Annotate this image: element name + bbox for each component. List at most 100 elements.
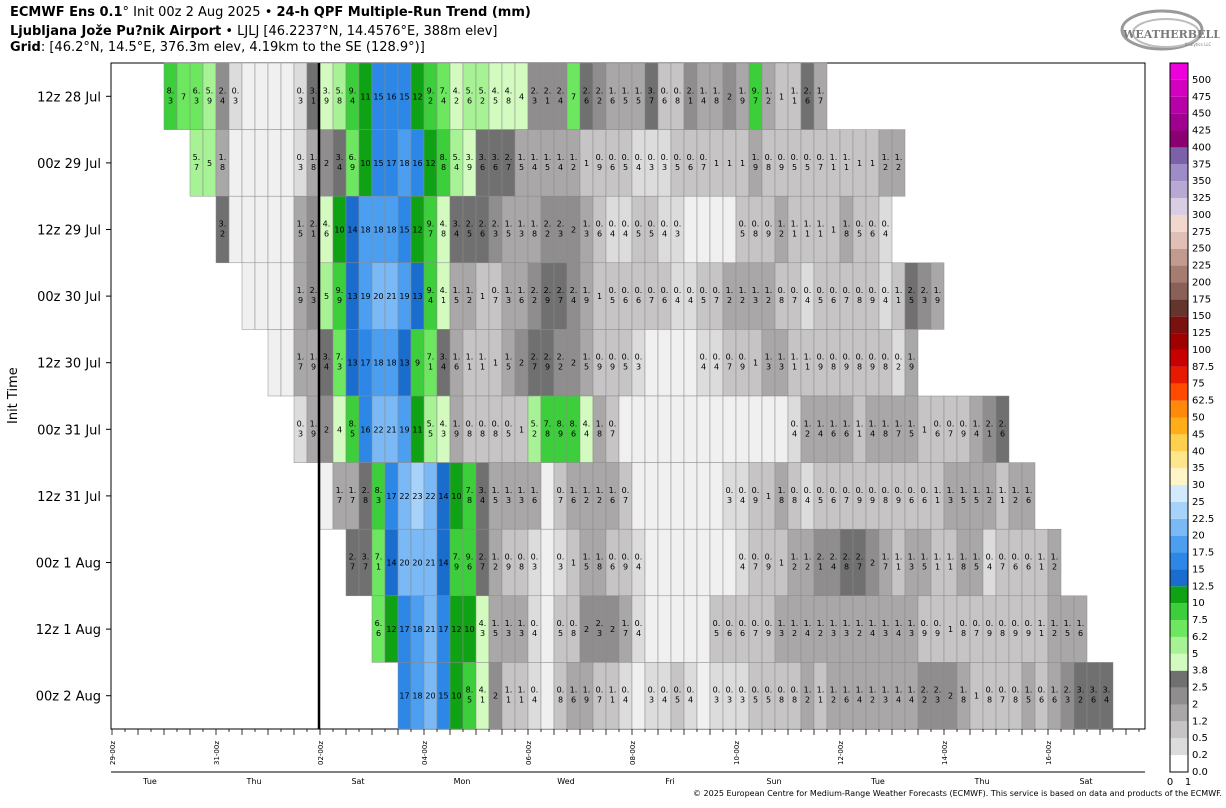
cell-value-dec: 5 bbox=[493, 629, 498, 638]
cell-value-int: 4. bbox=[492, 86, 500, 95]
colorbar-label: 10 bbox=[1192, 598, 1205, 609]
cell-value-int: 1. bbox=[843, 220, 851, 229]
heatmap-cell bbox=[254, 62, 269, 130]
title-line-2: Ljubljana Jože Pu?nik Airport • LJLJ [46… bbox=[10, 24, 497, 39]
cell-value-dec: 1 bbox=[792, 230, 797, 239]
cell-value-dec: 1 bbox=[831, 163, 836, 172]
colorbar-label: 1.2 bbox=[1192, 716, 1208, 727]
colorbar-segment bbox=[1170, 349, 1188, 367]
cell-value: 13 bbox=[399, 359, 409, 368]
cell-value-dec: 4 bbox=[662, 696, 667, 705]
cell-value-dec: 5 bbox=[818, 496, 823, 505]
cell-value: 19 bbox=[399, 292, 409, 301]
cell-value-int: 0. bbox=[531, 686, 539, 695]
cell-value: 1 bbox=[753, 359, 758, 368]
cell-value: 4 bbox=[519, 92, 524, 101]
weatherbell-logo: WEATHERBELL Analytics LLC bbox=[1120, 9, 1220, 51]
cell-value-int: 2. bbox=[466, 220, 474, 229]
cell-value-dec: 9 bbox=[207, 96, 212, 105]
cell-value-int: 0. bbox=[882, 353, 890, 362]
cell-value-dec: 1 bbox=[1039, 629, 1044, 638]
init-time-label: 12z 29 Jul bbox=[37, 224, 101, 239]
cell-value-dec: 1 bbox=[506, 696, 511, 705]
cell-value: 19 bbox=[360, 292, 370, 301]
cell-value: 20 bbox=[373, 292, 383, 301]
cell-value-int: 1. bbox=[505, 686, 513, 695]
cell-value: 17 bbox=[360, 359, 370, 368]
cell-value-int: 1. bbox=[791, 353, 799, 362]
cell-value-int: 6. bbox=[193, 86, 201, 95]
cell-value-dec: 5 bbox=[454, 296, 459, 305]
heatmap-cell bbox=[241, 262, 256, 330]
cell-value-dec: 8 bbox=[337, 96, 342, 105]
cell-value-int: 0. bbox=[505, 553, 513, 562]
cell-value-dec: 4 bbox=[636, 629, 641, 638]
heatmap-cell bbox=[644, 595, 659, 663]
cell-value-int: 0. bbox=[1025, 553, 1033, 562]
cell-value-int: 0. bbox=[752, 553, 760, 562]
cell-value-dec: 6 bbox=[831, 296, 836, 305]
cell-value: 21 bbox=[425, 559, 435, 568]
cell-value-dec: 2 bbox=[1078, 696, 1083, 705]
cell-value-dec: 9 bbox=[337, 296, 342, 305]
cell-value-int: 0. bbox=[713, 686, 721, 695]
cell-value-int: 1. bbox=[479, 353, 487, 362]
cell-value-int: 0. bbox=[466, 419, 474, 428]
cell-value-dec: 9 bbox=[610, 363, 615, 372]
cell-value-dec: 4 bbox=[805, 629, 810, 638]
cell-value: 1 bbox=[493, 359, 498, 368]
heatmap-cell bbox=[696, 462, 711, 530]
cell-value-dec: 9 bbox=[753, 496, 758, 505]
cell-value-int: 1. bbox=[934, 286, 942, 295]
cell-value-dec: 6 bbox=[1013, 563, 1018, 572]
cell-value-dec: 1 bbox=[844, 163, 849, 172]
cell-value-dec: 9 bbox=[818, 363, 823, 372]
cell-value-int: 1. bbox=[934, 553, 942, 562]
cell-value-int: 0. bbox=[843, 486, 851, 495]
cell-value-dec: 8 bbox=[1013, 696, 1018, 705]
cell-value-int: 0. bbox=[492, 419, 500, 428]
colorbar-segment bbox=[1170, 63, 1188, 80]
cell-value-dec: 3 bbox=[831, 629, 836, 638]
cell-value-dec: 2 bbox=[532, 429, 537, 438]
cell-value-dec: 6 bbox=[1000, 429, 1005, 438]
cell-value-int: 2. bbox=[544, 353, 552, 362]
cell-value-int: 0. bbox=[713, 619, 721, 628]
cell-value-dec: 6 bbox=[1091, 696, 1096, 705]
cell-value: 14 bbox=[386, 559, 396, 568]
cell-value-int: 3. bbox=[336, 153, 344, 162]
colorbar-segment bbox=[1170, 755, 1188, 772]
cell-value-int: 2. bbox=[804, 86, 812, 95]
cell-value-dec: 7 bbox=[844, 496, 849, 505]
cell-value-int: 0. bbox=[999, 619, 1007, 628]
cell-value-dec: 9 bbox=[298, 296, 303, 305]
cell-value-dec: 8 bbox=[363, 496, 368, 505]
cell-value-int: 0. bbox=[765, 220, 773, 229]
cell-value-int: 1. bbox=[1025, 486, 1033, 495]
cell-value-int: 1. bbox=[843, 686, 851, 695]
cell-value-dec: 6 bbox=[1078, 629, 1083, 638]
cell-value-dec: 3 bbox=[506, 496, 511, 505]
cell-value-int: 0. bbox=[622, 353, 630, 362]
x-tick-label: 06-00z bbox=[525, 741, 533, 765]
cell-value-int: 1. bbox=[882, 419, 890, 428]
cell-value-int: 1. bbox=[622, 86, 630, 95]
cell-value-int: 2. bbox=[492, 220, 500, 229]
cell-value-int: 1. bbox=[713, 86, 721, 95]
cell-value-dec: 5 bbox=[506, 230, 511, 239]
cell-value-dec: 5 bbox=[428, 429, 433, 438]
cell-value-int: 7. bbox=[544, 419, 552, 428]
heatmap-cell bbox=[228, 129, 243, 197]
cell-value-dec: 8 bbox=[480, 429, 485, 438]
cell-value-int: 0. bbox=[622, 553, 630, 562]
cell-value-int: 0. bbox=[739, 553, 747, 562]
cell-value-dec: 5 bbox=[805, 163, 810, 172]
colorbar-label: 7.5 bbox=[1192, 615, 1208, 626]
cell-value-dec: 9 bbox=[935, 296, 940, 305]
cell-value-int: 1. bbox=[804, 353, 812, 362]
colorbar-label: 22.5 bbox=[1192, 514, 1214, 525]
cell-value-dec: 3 bbox=[493, 230, 498, 239]
cell-value-int: 1. bbox=[531, 486, 539, 495]
heatmap-cell bbox=[657, 329, 672, 397]
heatmap-cell bbox=[644, 528, 659, 597]
